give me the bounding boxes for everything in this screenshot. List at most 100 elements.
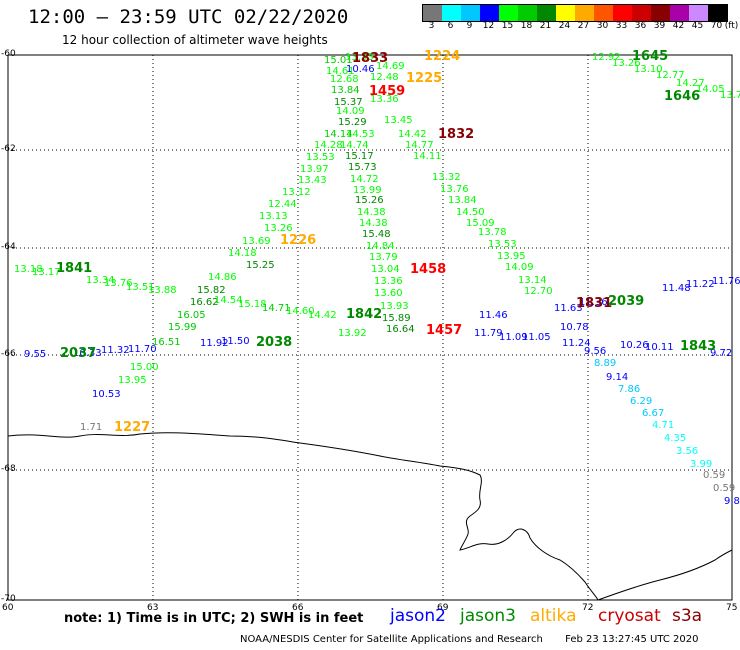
- pass-time-label: 1843: [680, 339, 716, 354]
- legend-tick-label: 36: [634, 21, 647, 31]
- legend-tick-label: 33: [615, 21, 628, 31]
- wave-height-value: 14.09: [505, 262, 534, 273]
- longitude-label: 66: [292, 603, 304, 613]
- wave-height-value: 16.05: [177, 310, 206, 321]
- legend-swatch: [670, 5, 689, 21]
- legend-tick-label: 30: [596, 21, 609, 31]
- wave-height-value: 16.64: [386, 324, 415, 335]
- longitude-label: 72: [582, 603, 594, 613]
- wave-height-value: 11.09: [499, 332, 528, 343]
- footnote: note: 1) Time is in UTC; 2) SWH is in fe…: [64, 611, 364, 626]
- wave-height-value: 4.35: [664, 433, 686, 444]
- wave-height-value: 12.77: [656, 70, 685, 81]
- credit-line: NOAA/NESDIS Center for Satellite Applica…: [240, 634, 698, 645]
- legend-tick-label: 21: [539, 21, 552, 31]
- wave-height-value: 0.59: [713, 483, 735, 494]
- wave-height-value: 16.51: [152, 337, 181, 348]
- wave-height-value: 15.00: [130, 362, 159, 373]
- legend-swatch: [442, 5, 461, 21]
- wave-height-value: 13.04: [371, 264, 400, 275]
- wave-height-value: 14.05: [696, 84, 725, 95]
- wave-height-value: 15.48: [362, 229, 391, 240]
- pass-time-label: 1225: [406, 71, 442, 86]
- wave-height-value: 13.51: [126, 282, 155, 293]
- wave-height-value: 13.33: [345, 52, 374, 63]
- latitude-label: -64: [1, 242, 16, 252]
- legend-tick-label: 3: [428, 21, 435, 31]
- wave-height-value: 12.92: [592, 52, 621, 63]
- wave-height-value: 3.99: [690, 459, 712, 470]
- longitude-label: 60: [2, 603, 14, 613]
- pass-time-label: 1842: [346, 307, 382, 322]
- wave-height-value: 11.24: [562, 338, 591, 349]
- wave-height-value: 13.13: [259, 211, 288, 222]
- wave-height-value: 14.71: [262, 303, 291, 314]
- latitude-label: -62: [1, 144, 16, 154]
- wave-height-value: 14.69: [376, 61, 405, 72]
- legend-tick-label: 45: [691, 21, 704, 31]
- wave-height-value: 13.14: [518, 275, 547, 286]
- pass-time-label: 1458: [410, 262, 446, 277]
- wave-height-value: 13.26: [264, 223, 293, 234]
- wave-height-value: 14.84: [366, 241, 395, 252]
- legend-swatch: [556, 5, 575, 21]
- latitude-label: -68: [1, 464, 16, 474]
- wave-height-value: 14.60: [286, 306, 315, 317]
- wave-height-value: 13.17: [32, 267, 61, 278]
- latitude-label: -66: [1, 349, 16, 359]
- pass-time-label: 2039: [608, 294, 644, 309]
- legend-swatch: [480, 5, 499, 21]
- color-scale-ticks: 3 6 9 12 15 18 21 24 27 30 33 36 39 42 45 70 (ft): [422, 21, 739, 33]
- legend-swatch: [651, 5, 670, 21]
- wave-height-value: 11.05: [522, 332, 551, 343]
- wave-height-value: 15.25: [246, 260, 275, 271]
- wave-height-value: 13.36: [370, 94, 399, 105]
- wave-height-value: 10.33: [73, 348, 102, 359]
- wave-height-value: 14.50: [456, 207, 485, 218]
- legend-swatch: [518, 5, 537, 21]
- satellite-legend-item: cryosat: [598, 606, 661, 626]
- legend-tick-label: 9: [466, 21, 473, 31]
- wave-height-value: 14.09: [336, 106, 365, 117]
- wave-height-value: 7.86: [618, 384, 640, 395]
- wave-height-value: 13.84: [448, 195, 477, 206]
- wave-height-value: 11.92: [200, 338, 229, 349]
- pass-time-label: 1457: [426, 323, 462, 338]
- pass-time-label: 1224: [424, 49, 460, 64]
- legend-tick-label: 6: [447, 21, 454, 31]
- legend-tick-label: 42: [672, 21, 685, 31]
- wave-height-value: 14.77: [405, 140, 434, 151]
- legend-unit: (ft): [724, 21, 739, 31]
- wave-height-value: 13.43: [298, 175, 327, 186]
- wave-height-value: 9.14: [606, 372, 628, 383]
- wave-height-value: 13.84: [331, 85, 360, 96]
- wave-height-value: 13.34: [86, 275, 115, 286]
- pass-time-label: 2037: [60, 346, 96, 361]
- wave-height-value: 14.72: [350, 174, 379, 185]
- wave-height-value: 11.79: [474, 328, 503, 339]
- pass-time-label: 1226: [280, 233, 316, 248]
- wave-height-value: 13.69: [242, 236, 271, 247]
- wave-height-value: 13.18: [14, 264, 43, 275]
- wave-height-value: 10.11: [645, 342, 674, 353]
- wave-height-value: 13.12: [282, 187, 311, 198]
- wave-height-value: 12.68: [330, 74, 359, 85]
- pass-time-label: 1841: [56, 261, 92, 276]
- figure-subtitle: 12 hour collection of altimeter wave hei…: [62, 33, 328, 47]
- wave-height-value: 13.95: [118, 375, 147, 386]
- wave-height-value: 4.71: [652, 420, 674, 431]
- wave-height-value: 14.54: [214, 295, 243, 306]
- satellite-legend-item: altika: [530, 606, 577, 626]
- legend-swatch: [537, 5, 556, 21]
- wave-height-value: 11.70: [128, 344, 157, 355]
- pass-time-label: 1833: [352, 51, 388, 66]
- wave-height-value: 13.76: [440, 184, 469, 195]
- map-frame: [7, 54, 733, 601]
- legend-tick-label: 24: [558, 21, 571, 31]
- wave-height-value: 13.95: [497, 251, 526, 262]
- wave-height-value: 12.48: [370, 72, 399, 83]
- wave-height-value: 15.29: [338, 117, 367, 128]
- satellite-legend-item: jason3: [460, 606, 516, 626]
